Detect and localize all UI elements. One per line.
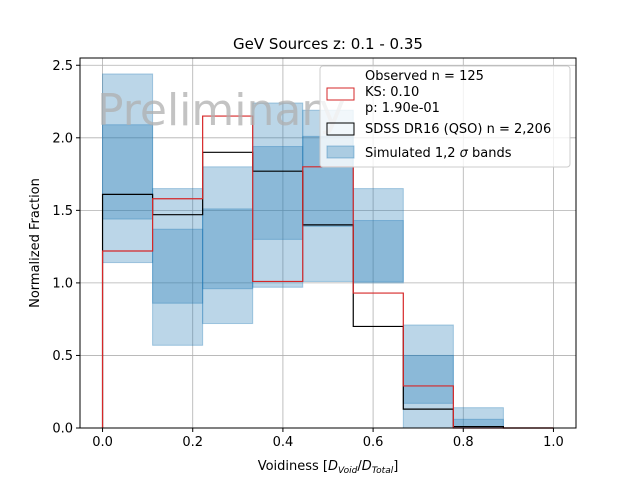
preliminary-watermark: Preliminary <box>97 85 345 136</box>
y-axis-label: Normalized Fraction <box>28 178 43 308</box>
legend-ks-label: KS: 0.10 <box>365 85 419 100</box>
sigma2-band-bin-2 <box>202 166 254 325</box>
sigma1-band-bin-1 <box>152 228 204 304</box>
sigma1-band-bin-3 <box>252 146 304 240</box>
x-tick-label-0: 0.0 <box>92 435 113 450</box>
observed-histogram-layer <box>101 115 554 429</box>
y-tick-label-2: 1.0 <box>52 276 73 291</box>
legend-bands-label: Simulated 1,2 σ bands <box>365 146 512 161</box>
x-tick-label-2: 0.4 <box>273 435 294 450</box>
sigma2-band-bin-5 <box>352 188 404 284</box>
legend-box <box>319 65 571 168</box>
sigma2-band-bin-0 <box>102 73 154 264</box>
chart-title: GeV Sources z: 0.1 - 0.35 <box>233 35 423 53</box>
sigma1-band-bin-6 <box>402 354 454 404</box>
y-tick-label-3: 1.5 <box>52 204 73 219</box>
y-axis-ticks: 0.0 0.5 1.0 1.5 2.0 2.5 <box>52 59 80 437</box>
x-tick-label-3: 0.6 <box>363 435 384 450</box>
legend: Observed n = 125 KS: 0.10 p: 1.90e-01 SD… <box>319 65 571 168</box>
legend-p-label: p: 1.90e-01 <box>365 101 440 116</box>
y-tick-label-0: 0.0 <box>52 422 73 437</box>
sigma1-band-bin-5 <box>352 220 404 282</box>
y-tick-label-1: 0.5 <box>52 349 73 364</box>
legend-reference-swatch <box>326 122 355 136</box>
x-axis-ticks: 0.0 0.2 0.4 0.6 0.8 1.0 <box>92 428 564 450</box>
legend-reference-label: SDSS DR16 (QSO) n = 2,206 <box>365 122 551 137</box>
legend-observed-label: Observed n = 125 <box>365 69 484 84</box>
legend-observed-swatch <box>326 87 355 101</box>
x-tick-label-4: 0.8 <box>453 435 474 450</box>
y-tick-label-5: 2.5 <box>52 59 73 74</box>
x-axis-label: Voidiness [DVoid/DTotal] <box>258 459 399 476</box>
plot-frame <box>79 57 577 429</box>
sigma2-band-bin-6 <box>402 324 454 429</box>
observed-histogram-step <box>101 115 554 429</box>
x-tick-label-1: 0.2 <box>182 435 203 450</box>
sigma2-band-bin-3 <box>252 102 304 288</box>
sigma1-band-bin-2 <box>202 208 254 290</box>
x-tick-label-5: 1.0 <box>543 435 564 450</box>
y-tick-label-4: 2.0 <box>52 131 73 146</box>
legend-bands-swatch <box>326 145 355 159</box>
sigma1-band-bin-0 <box>102 124 154 220</box>
